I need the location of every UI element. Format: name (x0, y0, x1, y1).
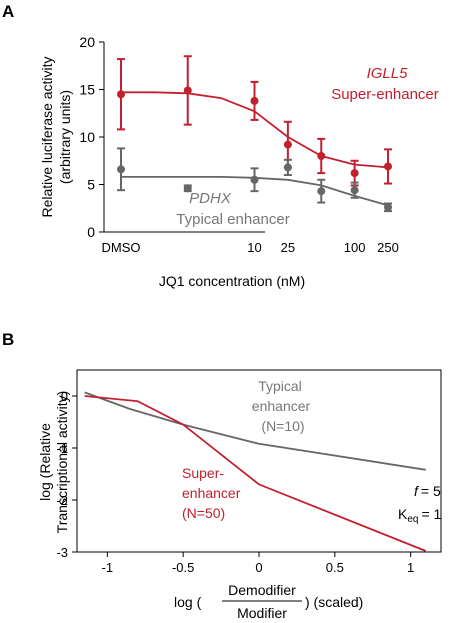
chart-a-series-name-super: Super-enhancer (331, 86, 439, 103)
chart-b-line-super (84, 395, 427, 552)
chart-a-point-typical (384, 202, 392, 213)
chart-a-x-tick-label: 250 (377, 240, 399, 255)
chart-b-x-tick-label: 0.5 (326, 560, 344, 575)
chart-b-x-tick-label: 1 (407, 560, 414, 575)
chart-b-typical-label-line2: enhancer (252, 398, 311, 414)
chart-a-y-ticks: 0 5 10 15 20 (79, 34, 104, 240)
chart-b-super-label-line3: (N=50) (182, 505, 225, 521)
chart-b-param-f: f = 5 (414, 483, 441, 499)
chart-b-y-tick-label: 0 (61, 389, 68, 404)
chart-a-y-tick-label: 5 (87, 177, 95, 193)
chart-a-point-typical (117, 147, 125, 192)
chart-b-super-label-line1: Super- (182, 465, 224, 481)
chart-a-data-points (117, 55, 392, 213)
chart-a-point-typical (317, 178, 326, 204)
chart-a-y-tick-label: 15 (79, 82, 95, 98)
chart-a-x-ticks: DMSO 10 25 100 250 (102, 240, 399, 255)
chart-b-y-label-line1: log (Relative (37, 423, 53, 501)
chart-a-x-label: JQ1 concentration (nM) (159, 273, 305, 289)
chart-b-y-ticks: 0 -1 -2 -3 (56, 389, 77, 560)
panel-label-b: B (2, 330, 14, 349)
chart-a-series-gene-typical: PDHX (189, 190, 232, 207)
chart-b-y-tick-label: -3 (56, 545, 68, 560)
chart-b: 0 -1 -2 -3 -1 -0.5 0 0.5 1 log (Relative Transc… (37, 369, 442, 621)
chart-a-point-super (384, 148, 392, 185)
chart-b-x-label-denominator: Modifier (237, 605, 287, 621)
chart-a-point-super (183, 55, 192, 126)
chart-a-point-typical (250, 167, 259, 193)
chart-a-x-tick-label: 100 (344, 240, 366, 255)
chart-b-lines (84, 391, 427, 552)
chart-b-x-label-numerator: Demodifier (228, 582, 296, 598)
chart-b-super-label-line2: enhancer (182, 485, 241, 501)
chart-a-y-tick-label: 0 (87, 224, 95, 240)
chart-a-x-tick-label: 25 (281, 240, 295, 255)
chart-a-x-tick-label: DMSO (102, 240, 141, 255)
chart-a-series-gene-super: IGLL5 (367, 65, 409, 82)
chart-a-point-typical (183, 184, 192, 193)
chart-b-typical-label-line3: (N=10) (261, 418, 304, 434)
chart-a-y-label-line2: (arbitrary units) (57, 90, 73, 184)
chart-b-typical-label-line1: Typical (258, 378, 302, 394)
chart-b-x-label-prefix: log ( (174, 594, 202, 610)
chart-a: 0 5 10 15 20 DMSO 10 25 100 250 Relative lucifer… (39, 34, 439, 289)
chart-a-point-typical (350, 181, 359, 199)
chart-a-point-super (317, 137, 326, 175)
chart-a-point-super (250, 80, 259, 121)
chart-a-x-tick-label: 10 (247, 240, 261, 255)
chart-b-x-tick-label: 0 (255, 560, 262, 575)
chart-b-param-keq: Keq = 1 (398, 506, 442, 525)
chart-b-x-ticks: -1 -0.5 0 0.5 1 (102, 552, 414, 575)
chart-b-x-tick-label: -0.5 (172, 560, 194, 575)
chart-b-y-tick-label: -1 (56, 441, 68, 456)
chart-a-y-tick-label: 10 (79, 129, 95, 145)
chart-a-point-typical (283, 158, 292, 176)
chart-b-y-tick-label: -2 (56, 493, 68, 508)
chart-a-y-label-line1: Relative luciferase activity (39, 56, 55, 217)
chart-a-y-tick-label: 20 (79, 34, 95, 50)
chart-b-x-tick-label: -1 (102, 560, 114, 575)
chart-a-series-name-typical: Typical enhancer (176, 211, 289, 228)
panel-label-a: A (2, 2, 14, 21)
chart-b-y-label-line2: Transcriptional activity) (54, 391, 70, 534)
chart-a-point-super (117, 58, 125, 131)
chart-b-x-label-suffix: ) (scaled) (305, 594, 363, 610)
